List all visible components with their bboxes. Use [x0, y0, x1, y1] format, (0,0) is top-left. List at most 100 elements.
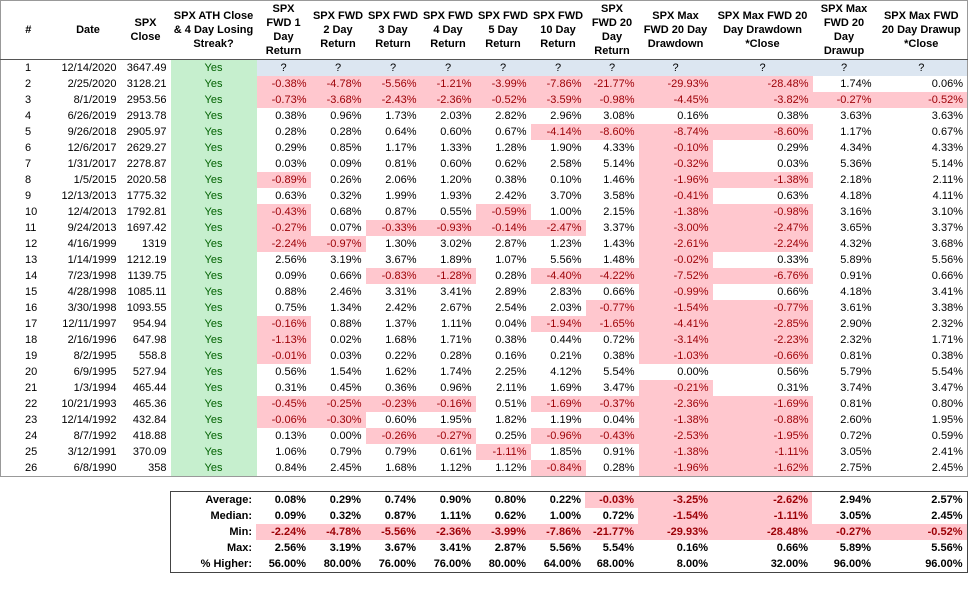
cell: ? — [585, 59, 639, 76]
summary-value: 68.00% — [585, 556, 638, 573]
cell: -0.38% — [256, 76, 311, 92]
cell: ? — [638, 59, 713, 76]
cell: 1/31/2017 — [67, 158, 117, 170]
data-row: 5 9/26/2018 2905.97 Yes 0.28% 0.28% 0.64% 0.60%… — [1, 124, 968, 140]
data-row: 4 6/26/2019 2913.78 Yes 0.38% 0.96% 1.73% 2.03%… — [1, 108, 968, 124]
cell: 2629.27 — [126, 142, 167, 154]
cell: -2.47% — [530, 220, 586, 236]
cell: 0.38% — [777, 110, 809, 122]
spacer — [0, 492, 55, 509]
cell: 0.68% — [330, 206, 362, 218]
cell: -0.66% — [712, 348, 813, 364]
cell: 1.19% — [550, 414, 582, 426]
data-row: 10 12/4/2013 1792.81 Yes -0.43% 0.68% 0.87% 0.5… — [1, 204, 968, 220]
cell: -0.73% — [256, 92, 311, 108]
cell: 0.28% — [330, 126, 362, 138]
cell: ? — [310, 59, 366, 76]
cell: -1.03% — [638, 348, 713, 364]
cell: 5.56% — [550, 254, 582, 266]
cell: -2.85% — [712, 316, 813, 332]
summary-value: -28.48% — [712, 524, 812, 540]
cell: 2913.78 — [126, 110, 167, 122]
data-row: 24 8/7/1992 418.88 Yes 0.13% 0.00% -0.26% -0.27… — [1, 428, 968, 444]
cell: 4.33% — [931, 142, 963, 154]
cell: -6.76% — [712, 268, 813, 284]
cell: 3647.49 — [126, 62, 167, 74]
summary-row: Median: 0.09% 0.32% 0.87% 1.11% 0.62% 1.00% 0.7… — [0, 508, 968, 524]
cell: 1.12% — [495, 462, 527, 474]
cell: -2.23% — [712, 332, 813, 348]
cell: 1.62% — [385, 366, 417, 378]
cell: -4.41% — [638, 316, 713, 332]
cell: 3.65% — [840, 222, 872, 234]
data-row: 3 8/1/2019 2953.56 Yes -0.73% -3.68% -2.43% -2.… — [1, 92, 968, 108]
streak-flag: Yes — [170, 252, 257, 268]
cell: 0.66% — [603, 286, 635, 298]
cell: -1.21% — [420, 76, 476, 92]
cell: 1/14/1999 — [67, 254, 117, 266]
cell: -4.45% — [638, 92, 713, 108]
cell: 2.32% — [840, 334, 872, 346]
cell: 0.88% — [330, 318, 362, 330]
cell: 8/2/1995 — [73, 350, 117, 362]
cell: 1.68% — [385, 462, 417, 474]
column-header: SPX FWD 3 Day Return — [365, 0, 421, 60]
streak-flag: Yes — [170, 364, 257, 380]
cell: 0.66% — [330, 270, 362, 282]
column-header: SPX FWD 4 Day Return — [420, 0, 476, 60]
cell: 0.60% — [440, 158, 472, 170]
column-header: SPX ATH Close & 4 Day Losing Streak? — [170, 0, 257, 60]
cell: -0.02% — [638, 252, 713, 268]
cell: 954.94 — [132, 318, 167, 330]
cell: 2.82% — [495, 110, 527, 122]
streak-flag: Yes — [170, 188, 257, 204]
cell: 2.41% — [931, 446, 963, 458]
cell: 12/4/2013 — [67, 206, 117, 218]
cell: 2.83% — [550, 286, 582, 298]
cell: 1093.55 — [126, 302, 167, 314]
streak-flag: Yes — [170, 156, 257, 172]
cell: 1.68% — [385, 334, 417, 346]
cell: -2.61% — [638, 236, 713, 252]
cell: 558.8 — [138, 350, 167, 362]
summary-label: Average: — [169, 491, 256, 508]
cell: 0.13% — [275, 430, 307, 442]
cell: -2.24% — [712, 236, 813, 252]
cell: -0.88% — [712, 412, 813, 428]
column-header: SPX Close — [120, 0, 171, 60]
data-row: 6 12/6/2017 2629.27 Yes 0.29% 0.85% 1.17% 1.33%… — [1, 140, 968, 156]
cell: 0.45% — [330, 382, 362, 394]
cell: 0.44% — [550, 334, 582, 346]
streak-flag: Yes — [170, 284, 257, 300]
streak-flag: Yes — [170, 236, 257, 252]
cell: 16 — [25, 302, 38, 314]
cell: -1.65% — [585, 316, 639, 332]
cell: 0.03% — [777, 158, 809, 170]
cell: 1.82% — [495, 414, 527, 426]
cell: 4.18% — [840, 190, 872, 202]
cell: 12 — [25, 238, 38, 250]
cell: 12/6/2017 — [67, 142, 117, 154]
summary-table: Average: 0.08% 0.29% 0.74% 0.90% 0.80% 0.22% -0… — [0, 491, 968, 573]
summary-value: 0.72% — [602, 510, 634, 522]
cell: 3.47% — [603, 382, 635, 394]
cell: -1.11% — [712, 444, 813, 460]
cell: -1.13% — [256, 332, 311, 348]
cell: 3.74% — [840, 382, 872, 394]
cell: -0.99% — [638, 284, 713, 300]
cell: -1.95% — [712, 428, 813, 444]
summary-value: 80.00% — [310, 556, 365, 573]
data-row: 19 8/2/1995 558.8 Yes -0.01% 0.03% 0.22% 0.28% 0… — [1, 348, 968, 364]
data-row: 13 1/14/1999 1212.19 Yes 2.56% 3.19% 3.67% 1.89… — [1, 252, 968, 268]
cell: 1.43% — [603, 238, 635, 250]
cell: -0.27% — [420, 428, 476, 444]
summary-value: 0.66% — [776, 542, 808, 554]
cell: 4.34% — [840, 142, 872, 154]
spacer — [120, 540, 170, 556]
summary-value: 0.80% — [475, 491, 530, 508]
cell: -0.16% — [420, 396, 476, 412]
cell: 5.14% — [931, 158, 963, 170]
cell: -0.93% — [420, 220, 476, 236]
cell: 3.63% — [840, 110, 872, 122]
streak-flag: Yes — [170, 268, 257, 284]
